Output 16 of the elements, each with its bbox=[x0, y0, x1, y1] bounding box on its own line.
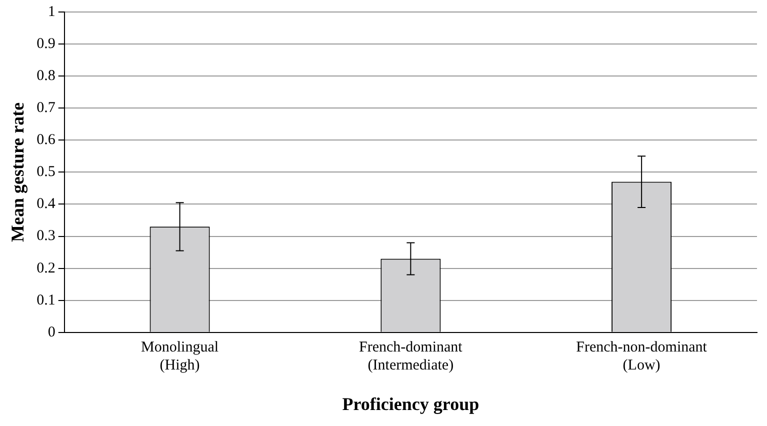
y-tick-label: 0.3 bbox=[36, 228, 56, 244]
x-tick-label: Monolingual (High) bbox=[141, 339, 219, 374]
y-tick-label: 0.9 bbox=[36, 36, 56, 52]
x-tick-label: French-non-dominant (Low) bbox=[576, 339, 708, 374]
y-tick-label: 0 bbox=[48, 324, 56, 340]
y-tick-label: 0.4 bbox=[36, 196, 56, 212]
y-tick-label: 0.7 bbox=[36, 100, 56, 116]
y-tick-label: 0.2 bbox=[36, 260, 56, 276]
y-tick-label: 0.8 bbox=[36, 68, 56, 84]
y-tick-label: 0.6 bbox=[36, 132, 56, 148]
y-tick-label: 0.5 bbox=[36, 164, 56, 180]
y-tick-label: 1 bbox=[48, 4, 56, 20]
y-tick-label: 0.1 bbox=[36, 292, 56, 308]
y-axis-title: Mean gesture rate bbox=[7, 102, 28, 242]
x-axis-title: Proficiency group bbox=[342, 394, 480, 414]
x-tick-label: French-dominant (Intermediate) bbox=[359, 339, 464, 374]
